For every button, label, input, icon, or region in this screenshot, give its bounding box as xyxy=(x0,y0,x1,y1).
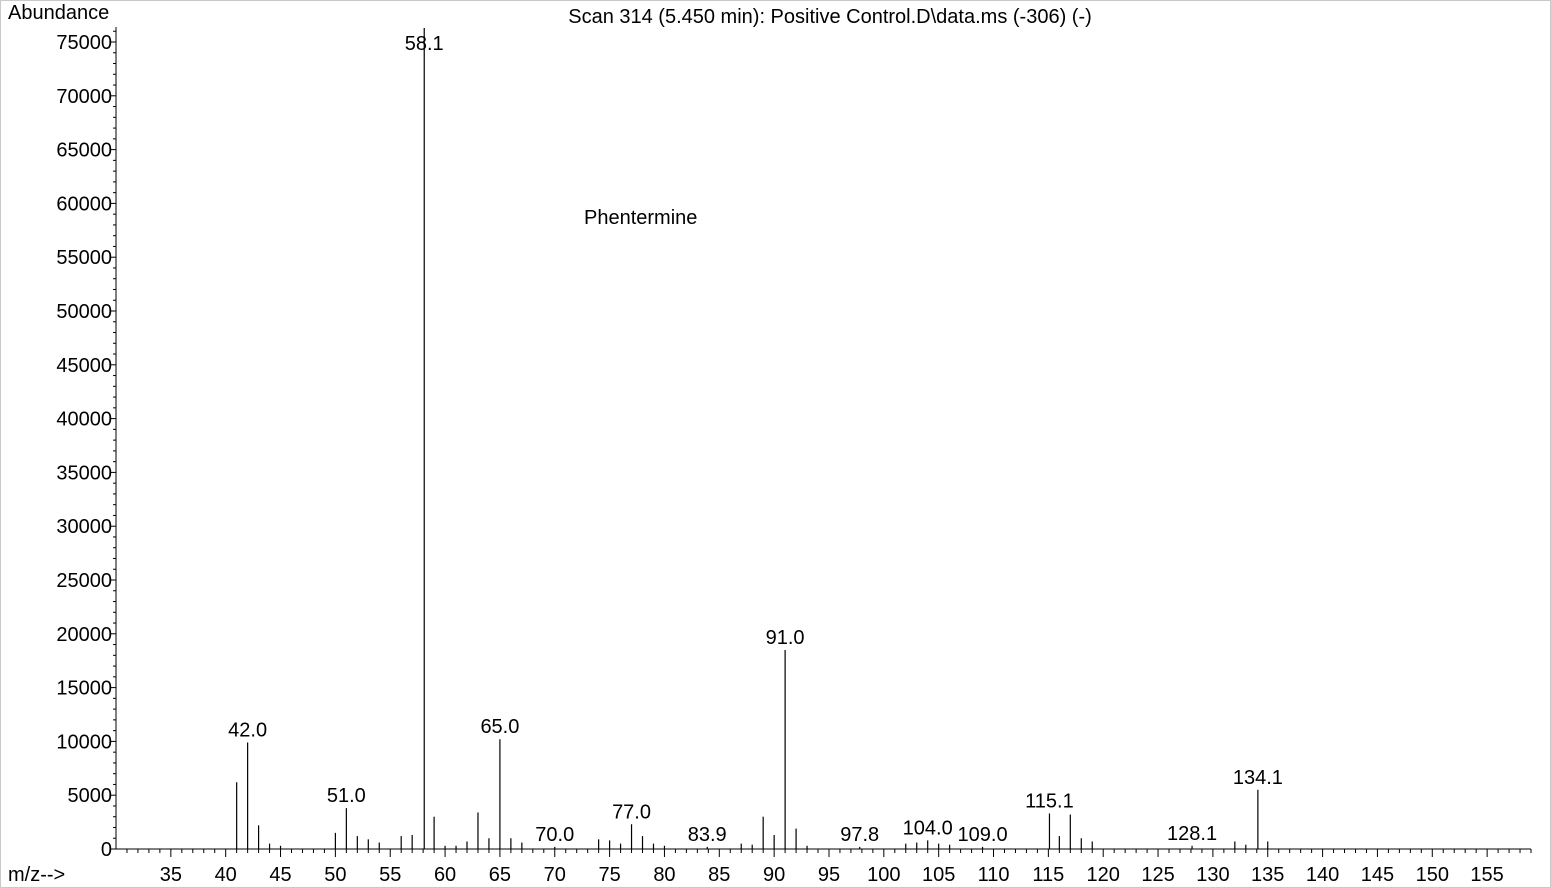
y-tick-label: 50000 xyxy=(56,301,112,323)
y-tick-label: 70000 xyxy=(56,86,112,108)
peak-label: 115.1 xyxy=(1025,790,1074,812)
y-tick-label: 15000 xyxy=(56,678,112,700)
x-tick-label: 140 xyxy=(1306,864,1339,886)
x-tick-label: 120 xyxy=(1087,864,1120,886)
x-tick-label: 145 xyxy=(1361,864,1394,886)
x-tick-label: 70 xyxy=(544,864,566,886)
y-tick-label: 45000 xyxy=(56,355,112,377)
peak-label: 83.9 xyxy=(688,824,727,846)
y-tick-label: 30000 xyxy=(56,516,112,538)
x-tick-label: 90 xyxy=(763,864,785,886)
x-tick-label: 80 xyxy=(653,864,675,886)
x-tick-label: 85 xyxy=(708,864,730,886)
peak-label: 104.0 xyxy=(903,817,953,839)
x-tick-label: 150 xyxy=(1416,864,1449,886)
peak-label: 134.1 xyxy=(1233,767,1283,789)
y-tick-label: 65000 xyxy=(56,140,112,162)
peak-label: 42.0 xyxy=(228,719,267,741)
x-tick-label: 35 xyxy=(160,864,182,886)
peak-label: 97.8 xyxy=(840,824,879,846)
x-tick-label: 75 xyxy=(598,864,620,886)
x-tick-label: 135 xyxy=(1251,864,1284,886)
peak-label: 58.1 xyxy=(405,33,444,55)
y-tick-label: 5000 xyxy=(68,785,113,807)
x-tick-label: 65 xyxy=(489,864,511,886)
y-tick-label: 25000 xyxy=(56,570,112,592)
x-tick-label: 50 xyxy=(324,864,346,886)
chart-title: Scan 314 (5.450 min): Positive Control.D… xyxy=(568,6,1092,28)
y-tick-label: 60000 xyxy=(56,193,112,215)
x-tick-label: 105 xyxy=(922,864,955,886)
compound-annotation: Phentermine xyxy=(584,207,698,229)
x-tick-label: 110 xyxy=(978,864,1010,886)
peak-label: 91.0 xyxy=(766,627,805,649)
y-tick-label: 35000 xyxy=(56,462,112,484)
y-axis-label: Abundance xyxy=(8,2,110,24)
y-tick-label: 10000 xyxy=(56,731,112,753)
peak-label: 77.0 xyxy=(612,801,651,823)
peak-label: 65.0 xyxy=(480,716,519,738)
peak-label: 51.0 xyxy=(327,785,366,807)
peak-label: 70.0 xyxy=(535,824,574,846)
x-tick-label: 60 xyxy=(434,864,456,886)
y-tick-label: 20000 xyxy=(56,624,112,646)
y-tick-label: 0 xyxy=(101,839,112,861)
y-tick-label: 40000 xyxy=(56,409,112,431)
x-tick-label: 55 xyxy=(379,864,401,886)
x-tick-label: 45 xyxy=(269,864,291,886)
y-tick-label: 55000 xyxy=(56,247,112,269)
x-tick-label: 40 xyxy=(215,864,237,886)
x-tick-label: 130 xyxy=(1196,864,1229,886)
x-tick-label: 155 xyxy=(1470,864,1503,886)
peak-label: 128.1 xyxy=(1167,823,1217,845)
y-tick-label: 75000 xyxy=(56,32,112,54)
x-tick-label: 95 xyxy=(818,864,840,886)
x-tick-label: 115 xyxy=(1032,864,1064,886)
x-tick-label: 125 xyxy=(1141,864,1174,886)
peak-label: 109.0 xyxy=(958,824,1008,846)
x-axis-label: m/z--> xyxy=(8,864,66,886)
x-tick-label: 100 xyxy=(867,864,900,886)
